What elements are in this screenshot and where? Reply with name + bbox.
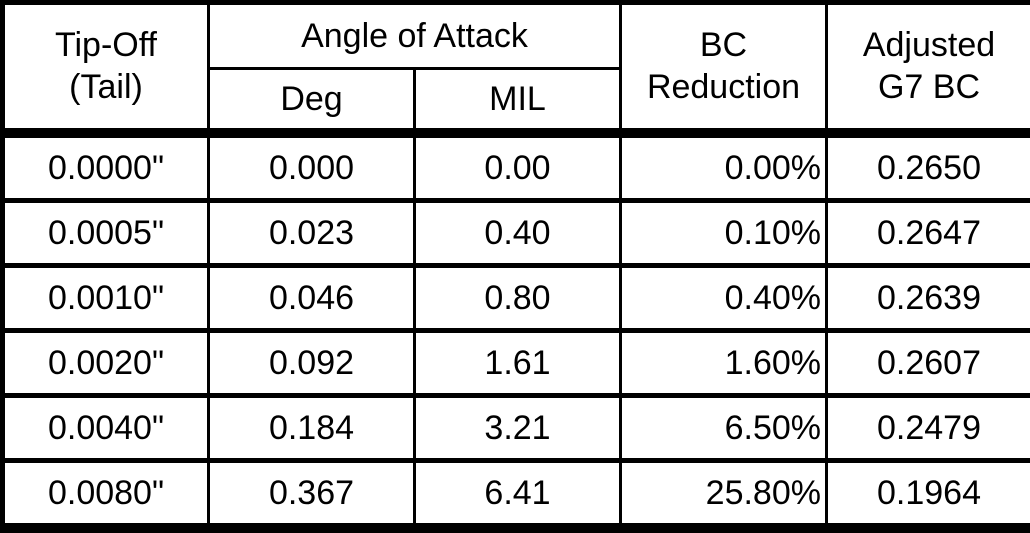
- table-row: 0.0010" 0.046 0.80 0.40% 0.2639: [3, 266, 1030, 331]
- cell-mil: 0.80: [415, 266, 621, 331]
- header-row-group: Tip-Off (Tail) Angle of Attack BC Reduct…: [3, 3, 1030, 69]
- header-bc-reduction: BC Reduction: [621, 3, 827, 134]
- header-adjusted-line2: G7 BC: [828, 67, 1030, 108]
- cell-bc-reduction: 0.10%: [621, 201, 827, 266]
- header-adjusted-g7-bc: Adjusted G7 BC: [827, 3, 1030, 134]
- cell-mil: 3.21: [415, 396, 621, 461]
- cell-deg: 0.000: [209, 133, 415, 201]
- cell-bc-reduction: 6.50%: [621, 396, 827, 461]
- cell-bc-reduction: 1.60%: [621, 331, 827, 396]
- cell-tip-off: 0.0005": [3, 201, 209, 266]
- cell-adjusted-g7-bc: 0.2479: [827, 396, 1030, 461]
- cell-deg: 0.023: [209, 201, 415, 266]
- cell-deg: 0.367: [209, 461, 415, 529]
- header-bc-reduction-line2: Reduction: [622, 67, 825, 108]
- table-row: 0.0005" 0.023 0.40 0.10% 0.2647: [3, 201, 1030, 266]
- table-row: 0.0040" 0.184 3.21 6.50% 0.2479: [3, 396, 1030, 461]
- cell-deg: 0.092: [209, 331, 415, 396]
- cell-adjusted-g7-bc: 0.2607: [827, 331, 1030, 396]
- table-row: 0.0020" 0.092 1.61 1.60% 0.2607: [3, 331, 1030, 396]
- cell-bc-reduction: 25.80%: [621, 461, 827, 529]
- cell-mil: 1.61: [415, 331, 621, 396]
- cell-bc-reduction: 0.40%: [621, 266, 827, 331]
- cell-adjusted-g7-bc: 0.1964: [827, 461, 1030, 529]
- cell-tip-off: 0.0080": [3, 461, 209, 529]
- cell-mil: 0.40: [415, 201, 621, 266]
- header-mil: MIL: [415, 69, 621, 134]
- table-row: 0.0000" 0.000 0.00 0.00% 0.2650: [3, 133, 1030, 201]
- header-angle-of-attack: Angle of Attack: [209, 3, 621, 69]
- header-tip-off: Tip-Off (Tail): [3, 3, 209, 134]
- table-header: Tip-Off (Tail) Angle of Attack BC Reduct…: [3, 3, 1030, 134]
- header-adjusted-line1: Adjusted: [828, 25, 1030, 66]
- cell-mil: 6.41: [415, 461, 621, 529]
- header-tip-off-line1: Tip-Off: [5, 25, 207, 66]
- cell-adjusted-g7-bc: 0.2650: [827, 133, 1030, 201]
- cell-bc-reduction: 0.00%: [621, 133, 827, 201]
- header-bc-reduction-line1: BC: [622, 25, 825, 66]
- cell-mil: 0.00: [415, 133, 621, 201]
- cell-deg: 0.046: [209, 266, 415, 331]
- cell-adjusted-g7-bc: 0.2647: [827, 201, 1030, 266]
- cell-tip-off: 0.0020": [3, 331, 209, 396]
- cell-adjusted-g7-bc: 0.2639: [827, 266, 1030, 331]
- cell-deg: 0.184: [209, 396, 415, 461]
- header-deg: Deg: [209, 69, 415, 134]
- cell-tip-off: 0.0040": [3, 396, 209, 461]
- cell-tip-off: 0.0000": [3, 133, 209, 201]
- header-tip-off-line2: (Tail): [5, 67, 207, 108]
- table-body: 0.0000" 0.000 0.00 0.00% 0.2650 0.0005" …: [3, 133, 1030, 528]
- cell-tip-off: 0.0010": [3, 266, 209, 331]
- table-row: 0.0080" 0.367 6.41 25.80% 0.1964: [3, 461, 1030, 529]
